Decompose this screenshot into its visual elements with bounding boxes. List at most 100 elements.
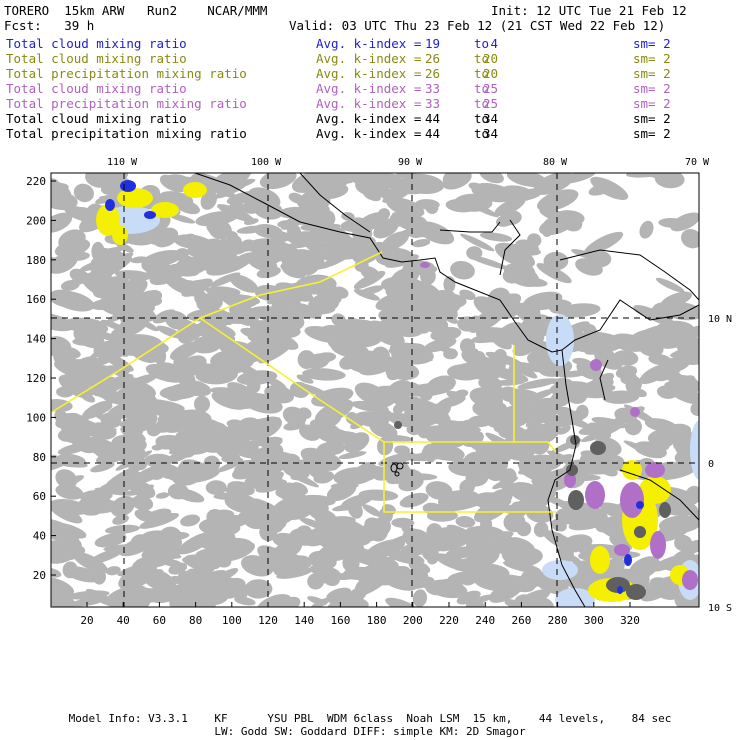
cloud-cell [122, 290, 163, 317]
dark-cloud-patch [659, 502, 671, 518]
y-tick-label: 20 [33, 569, 46, 582]
field-kindex-label: Avg. k-index = [316, 126, 422, 141]
cloud-cell [610, 530, 633, 545]
field-kindex-to: 34 [482, 111, 498, 126]
cloud-cell [51, 212, 73, 233]
cloud-cell [209, 272, 241, 287]
cloud-cell [244, 579, 273, 599]
cloud-cell [689, 598, 699, 607]
cloud-cell [142, 399, 185, 411]
cloud-cell [296, 525, 313, 541]
cloud-cell [155, 228, 170, 244]
cloud-cell [539, 216, 574, 236]
cloud-cell [255, 507, 293, 526]
cloud-cell [382, 434, 413, 442]
cloud-cell [107, 401, 145, 420]
cloud-cell [169, 341, 202, 361]
cloud-cell [493, 302, 519, 320]
cloud-cell [466, 246, 483, 260]
cloud-cell [195, 210, 239, 227]
cloud-cell [532, 475, 570, 493]
cloud-cell [190, 570, 226, 585]
cloud-cell [402, 396, 427, 414]
cloud-cell [85, 173, 113, 188]
cloud-cell [134, 509, 157, 523]
cloud-cell [310, 597, 331, 607]
cloud-cell [389, 356, 412, 374]
cloud-cell [151, 444, 164, 451]
cloud-cell [561, 553, 582, 564]
cloud-cell [64, 566, 101, 583]
cloud-cell [584, 342, 625, 355]
cloud-cell [140, 568, 177, 592]
x-tick-label: 120 [258, 614, 278, 627]
cloud-cell [219, 393, 242, 408]
cloud-cell [391, 517, 415, 528]
y-tick-label: 220 [26, 175, 46, 188]
cloud-cell [386, 369, 401, 381]
cloud-cell [264, 324, 299, 338]
cloud-cell [443, 348, 458, 360]
x-tick-label: 220 [439, 614, 459, 627]
cloud-cell [55, 469, 78, 489]
cloud-cell [405, 414, 421, 422]
y-tick-label: 140 [26, 333, 46, 346]
cloud-cell [141, 249, 184, 268]
cloud-cell [185, 586, 229, 606]
coastline [194, 173, 563, 353]
cloud-cell [647, 428, 676, 444]
cloud-cell [324, 431, 352, 450]
cloud-cell [557, 303, 601, 318]
cloud-cell [668, 374, 694, 383]
cloud-cell [426, 375, 456, 395]
cloud-cell [557, 370, 592, 378]
blue-cloud-patch [120, 180, 136, 192]
cloud-cell [505, 579, 535, 588]
cloud-cell [318, 223, 341, 232]
coastline [299, 173, 371, 233]
cloud-cell [602, 390, 640, 404]
cloud-cell [172, 594, 195, 607]
cloud-cell [371, 241, 387, 252]
cloud-cell [494, 197, 526, 217]
cloud-cell [329, 598, 347, 607]
cloud-cell [575, 383, 589, 398]
cloud-cell [341, 543, 370, 562]
field-smoothing: sm= 2 [633, 51, 671, 66]
cloud-cell [117, 562, 155, 577]
yellow-cloud-patch [112, 225, 128, 245]
cloud-cell [129, 381, 156, 399]
x-tick-label: 100 [222, 614, 242, 627]
cloud-cell [52, 290, 95, 312]
cloud-cell [516, 521, 532, 537]
cloud-cell [426, 510, 458, 522]
x-tick-label: 160 [330, 614, 350, 627]
x-tick-label: 40 [117, 614, 130, 627]
cloud-cell [198, 517, 241, 537]
cloud-cell [486, 366, 529, 383]
field-name: Total cloud mixing ratio [6, 51, 187, 66]
cloud-cell [297, 494, 336, 507]
longitude-label: 90 W [398, 157, 423, 168]
cloud-cell [542, 530, 580, 553]
cloud-cell [354, 580, 368, 600]
field-kindex-label: Avg. k-index = [316, 66, 422, 81]
cloud-cell [89, 505, 106, 516]
y-tick-label: 60 [33, 490, 46, 503]
cloud-cell [224, 484, 252, 494]
dark-cloud-patch [590, 441, 606, 455]
cloud-cell [460, 233, 495, 252]
cloud-cell [474, 498, 510, 523]
field-kindex-from: 33 [424, 81, 440, 96]
field-kindex-to: 20 [482, 66, 498, 81]
field-kindex-to-word: to [474, 126, 490, 141]
cloud-cell [532, 571, 569, 595]
latitude-label: 10 S [708, 603, 732, 614]
cloud-cell [633, 388, 647, 398]
y-tick-label: 80 [33, 451, 46, 464]
dark-cloud-patch [394, 421, 402, 429]
cloud-cell [680, 331, 699, 352]
cloud-cell [94, 247, 116, 262]
cloud-cell [647, 365, 678, 381]
coastline [619, 469, 699, 521]
